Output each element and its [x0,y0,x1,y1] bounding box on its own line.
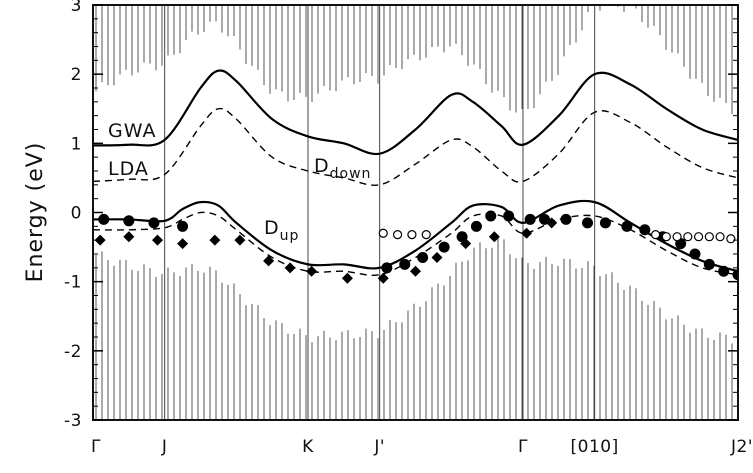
x-kpoint-label: Γ [518,437,528,457]
data-point-circle-filled [732,269,738,281]
plot-frame [92,4,739,421]
y-tick-label: -3 [64,411,82,431]
ddown-main: D [314,155,330,177]
x-kpoint-label: Γ [91,437,101,457]
data-point-circle-open [672,232,682,242]
series-line-lda-3 [93,211,738,276]
data-point-circle-filled [381,262,393,274]
y-tick-label: 1 [71,134,82,154]
data-point-diamond [460,238,472,250]
k-point-lines [164,5,596,420]
data-point-diamond [263,255,275,267]
data-point-circle-filled [524,213,536,225]
x-kpoint-label: K [302,437,314,457]
data-point-circle-filled [98,213,110,225]
x-kpoint-label: J [161,437,168,457]
data-point-circle-open [650,230,661,240]
data-point-circle-open [392,230,403,240]
dup-sub: up [280,228,300,244]
data-point-circle-open [421,230,431,240]
data-point-diamond [377,272,389,284]
data-point-circle-filled [621,220,633,232]
data-point-diamond [431,251,443,263]
data-point-diamond [209,234,221,246]
data-point-diamond [341,272,353,284]
x-kpoint-label: J' [373,437,385,457]
data-point-diamond [94,234,106,246]
data-point-circle-filled [560,213,572,225]
data-point-circle-open [378,228,388,238]
y-tick-label: -2 [64,342,82,362]
data-point-circle-filled [689,248,701,260]
data-point-diamond [152,234,163,246]
y-tick-label: 0 [71,204,82,224]
y-tick-label: 2 [71,65,82,85]
x-kpoint-label: [010] [571,437,619,457]
lda-label: LDA [108,158,149,180]
data-point-diamond [410,265,421,277]
data-point-circle-filled [582,217,593,229]
y-tick-label: 3 [71,0,82,16]
data-point-circle-filled [470,220,482,232]
data-point-circle-filled [399,258,411,270]
data-point-circle-open [683,232,693,242]
data-point-circle-filled [718,265,730,277]
data-point-diamond [234,234,246,246]
dup-label: Dup [264,217,299,244]
data-point-circle-filled [177,220,189,232]
data-point-circle-open [693,232,704,242]
data-point-diamond [546,217,558,229]
data-point-circle-filled [417,251,429,263]
data-point-circle-open [726,234,736,244]
data-point-circle-filled [639,224,651,236]
data-point-circle-open [704,232,714,242]
series-line-gwa-0 [93,69,738,156]
axis-labels: -3 -2 -1 0 1 2 3 Γ J K J' Γ [010] J2' [64,0,753,457]
data-point-circle-filled [503,210,515,222]
data-point-circle-open [715,232,725,242]
data-point-diamond [488,231,500,243]
data-point-circle-filled [438,241,450,253]
ddown-sub: down [330,166,372,182]
data-point-circle-filled [599,217,611,229]
data-point-circle-filled [485,210,497,222]
data-point-diamond [521,227,533,239]
continuum-hatching [95,5,733,420]
curve-annotations: GWA LDA Ddown Dup [108,120,371,244]
y-axis-label: Energy (eV) [23,142,48,283]
y-tick-label: -1 [64,273,82,293]
data-point-circle-open [407,230,417,240]
band-curves [93,69,738,276]
data-point-circle-filled [703,258,715,270]
data-point-diamond [306,265,318,277]
data-point-diamond [123,231,135,243]
series-line-lda-1 [93,107,738,186]
x-kpoint-label: J2' [730,437,753,457]
data-point-circle-filled [123,215,135,227]
experimental-points [94,210,738,284]
gwa-label: GWA [108,120,156,142]
data-point-circle-open [661,232,671,242]
data-point-circle-filled [148,217,160,229]
ddown-label: Ddown [314,155,371,182]
series-line-gwa-2 [93,199,738,273]
data-point-diamond [177,238,189,250]
axis-ticks [93,4,738,421]
dup-main: D [264,217,280,239]
data-point-diamond [284,262,296,274]
